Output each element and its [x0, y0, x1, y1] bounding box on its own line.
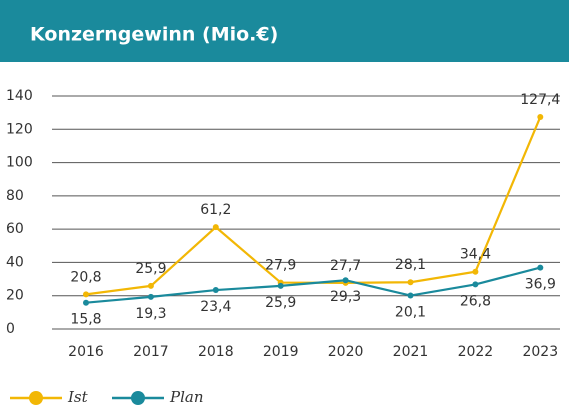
point [537, 264, 544, 271]
data-label: 27,7 [330, 258, 361, 274]
y-tick-label: 140 [6, 88, 33, 104]
data-label: 25,9 [135, 261, 166, 277]
line [85, 266, 541, 304]
data-label: 26,8 [460, 293, 491, 309]
x-tick-label: 2021 [393, 344, 429, 360]
data-label: 34,4 [460, 247, 491, 263]
point [212, 287, 219, 294]
point [472, 268, 479, 275]
data-label: 127,4 [520, 92, 560, 108]
x-tick-label: 2019 [263, 344, 299, 360]
data-label: 36,9 [525, 277, 556, 293]
header-banner [0, 0, 569, 62]
data-label: 28,1 [395, 257, 426, 273]
point [212, 224, 219, 231]
data-label: 61,2 [200, 202, 231, 218]
x-tick-label: 2020 [328, 344, 364, 360]
data-label: 15,8 [70, 312, 101, 328]
y-tick-label: 100 [6, 155, 33, 171]
x-tick-label: 2016 [68, 344, 104, 360]
legend-label: Plan [169, 388, 204, 406]
y-tick-label: 60 [6, 221, 24, 237]
point [83, 299, 89, 306]
point [147, 293, 154, 300]
data-label: 23,4 [200, 299, 231, 315]
x-tick-label: 2018 [198, 344, 234, 360]
legend-marker [29, 391, 43, 405]
legend-marker [131, 391, 145, 405]
data-label: 25,9 [265, 295, 296, 311]
data-label: 20,1 [395, 305, 426, 321]
y-tick-label: 80 [6, 188, 24, 204]
point [472, 281, 479, 288]
data-label: 29,3 [330, 289, 361, 305]
x-tick-label: 2017 [133, 344, 169, 360]
point [147, 282, 154, 289]
point [83, 291, 89, 298]
y-tick-label: 40 [6, 254, 24, 270]
data-label: 27,9 [265, 258, 296, 274]
legend-label: Ist [67, 388, 89, 406]
point [277, 282, 284, 289]
y-tick-label: 20 [6, 288, 24, 304]
x-tick-label: 2023 [522, 344, 558, 360]
point [407, 279, 414, 286]
x-tick-label: 2022 [458, 344, 494, 360]
data-label: 20,8 [70, 269, 101, 285]
y-tick-label: 120 [6, 121, 33, 137]
point [537, 113, 544, 120]
data-label: 19,3 [135, 306, 166, 322]
point [342, 277, 349, 284]
point [407, 292, 414, 299]
y-tick-label: 0 [6, 321, 15, 337]
chart-title: Konzerngewinn (Mio.€) [30, 24, 278, 46]
